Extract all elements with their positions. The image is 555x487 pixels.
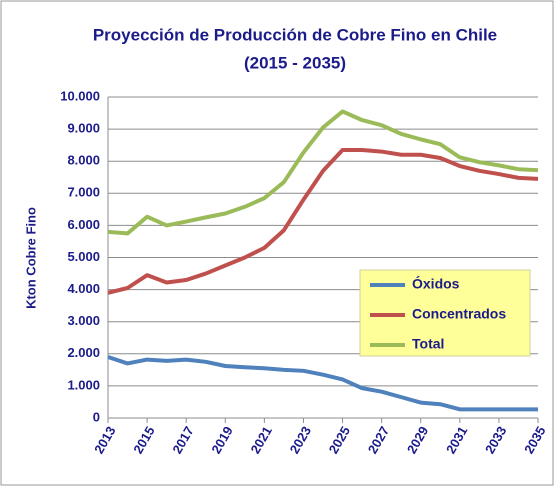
chart-subtitle: (2015 - 2035) bbox=[244, 53, 346, 72]
y-tick-label: 2.000 bbox=[67, 345, 100, 360]
legend-label: Concentrados bbox=[412, 306, 506, 322]
y-axis-label: Kton Cobre Fino bbox=[23, 207, 38, 309]
y-tick-label: 6.000 bbox=[67, 217, 100, 232]
y-tick-label: 8.000 bbox=[67, 153, 100, 168]
y-tick-label: 1.000 bbox=[67, 377, 100, 392]
y-tick-label: 9.000 bbox=[67, 121, 100, 136]
y-tick-label: 10.000 bbox=[60, 88, 100, 103]
legend-label: Total bbox=[412, 336, 444, 352]
y-tick-label: 4.000 bbox=[67, 281, 100, 296]
legend-label: Óxidos bbox=[412, 275, 460, 292]
y-tick-label: 0 bbox=[93, 409, 100, 424]
series-line bbox=[107, 355, 538, 412]
series-line bbox=[107, 147, 539, 295]
y-tick-label: 3.000 bbox=[67, 313, 100, 328]
chart-title: Proyección de Producción de Cobre Fino e… bbox=[93, 25, 497, 44]
y-tick-label: 5.000 bbox=[67, 249, 100, 264]
y-tick-label: 7.000 bbox=[67, 185, 100, 200]
series-line bbox=[107, 109, 539, 236]
